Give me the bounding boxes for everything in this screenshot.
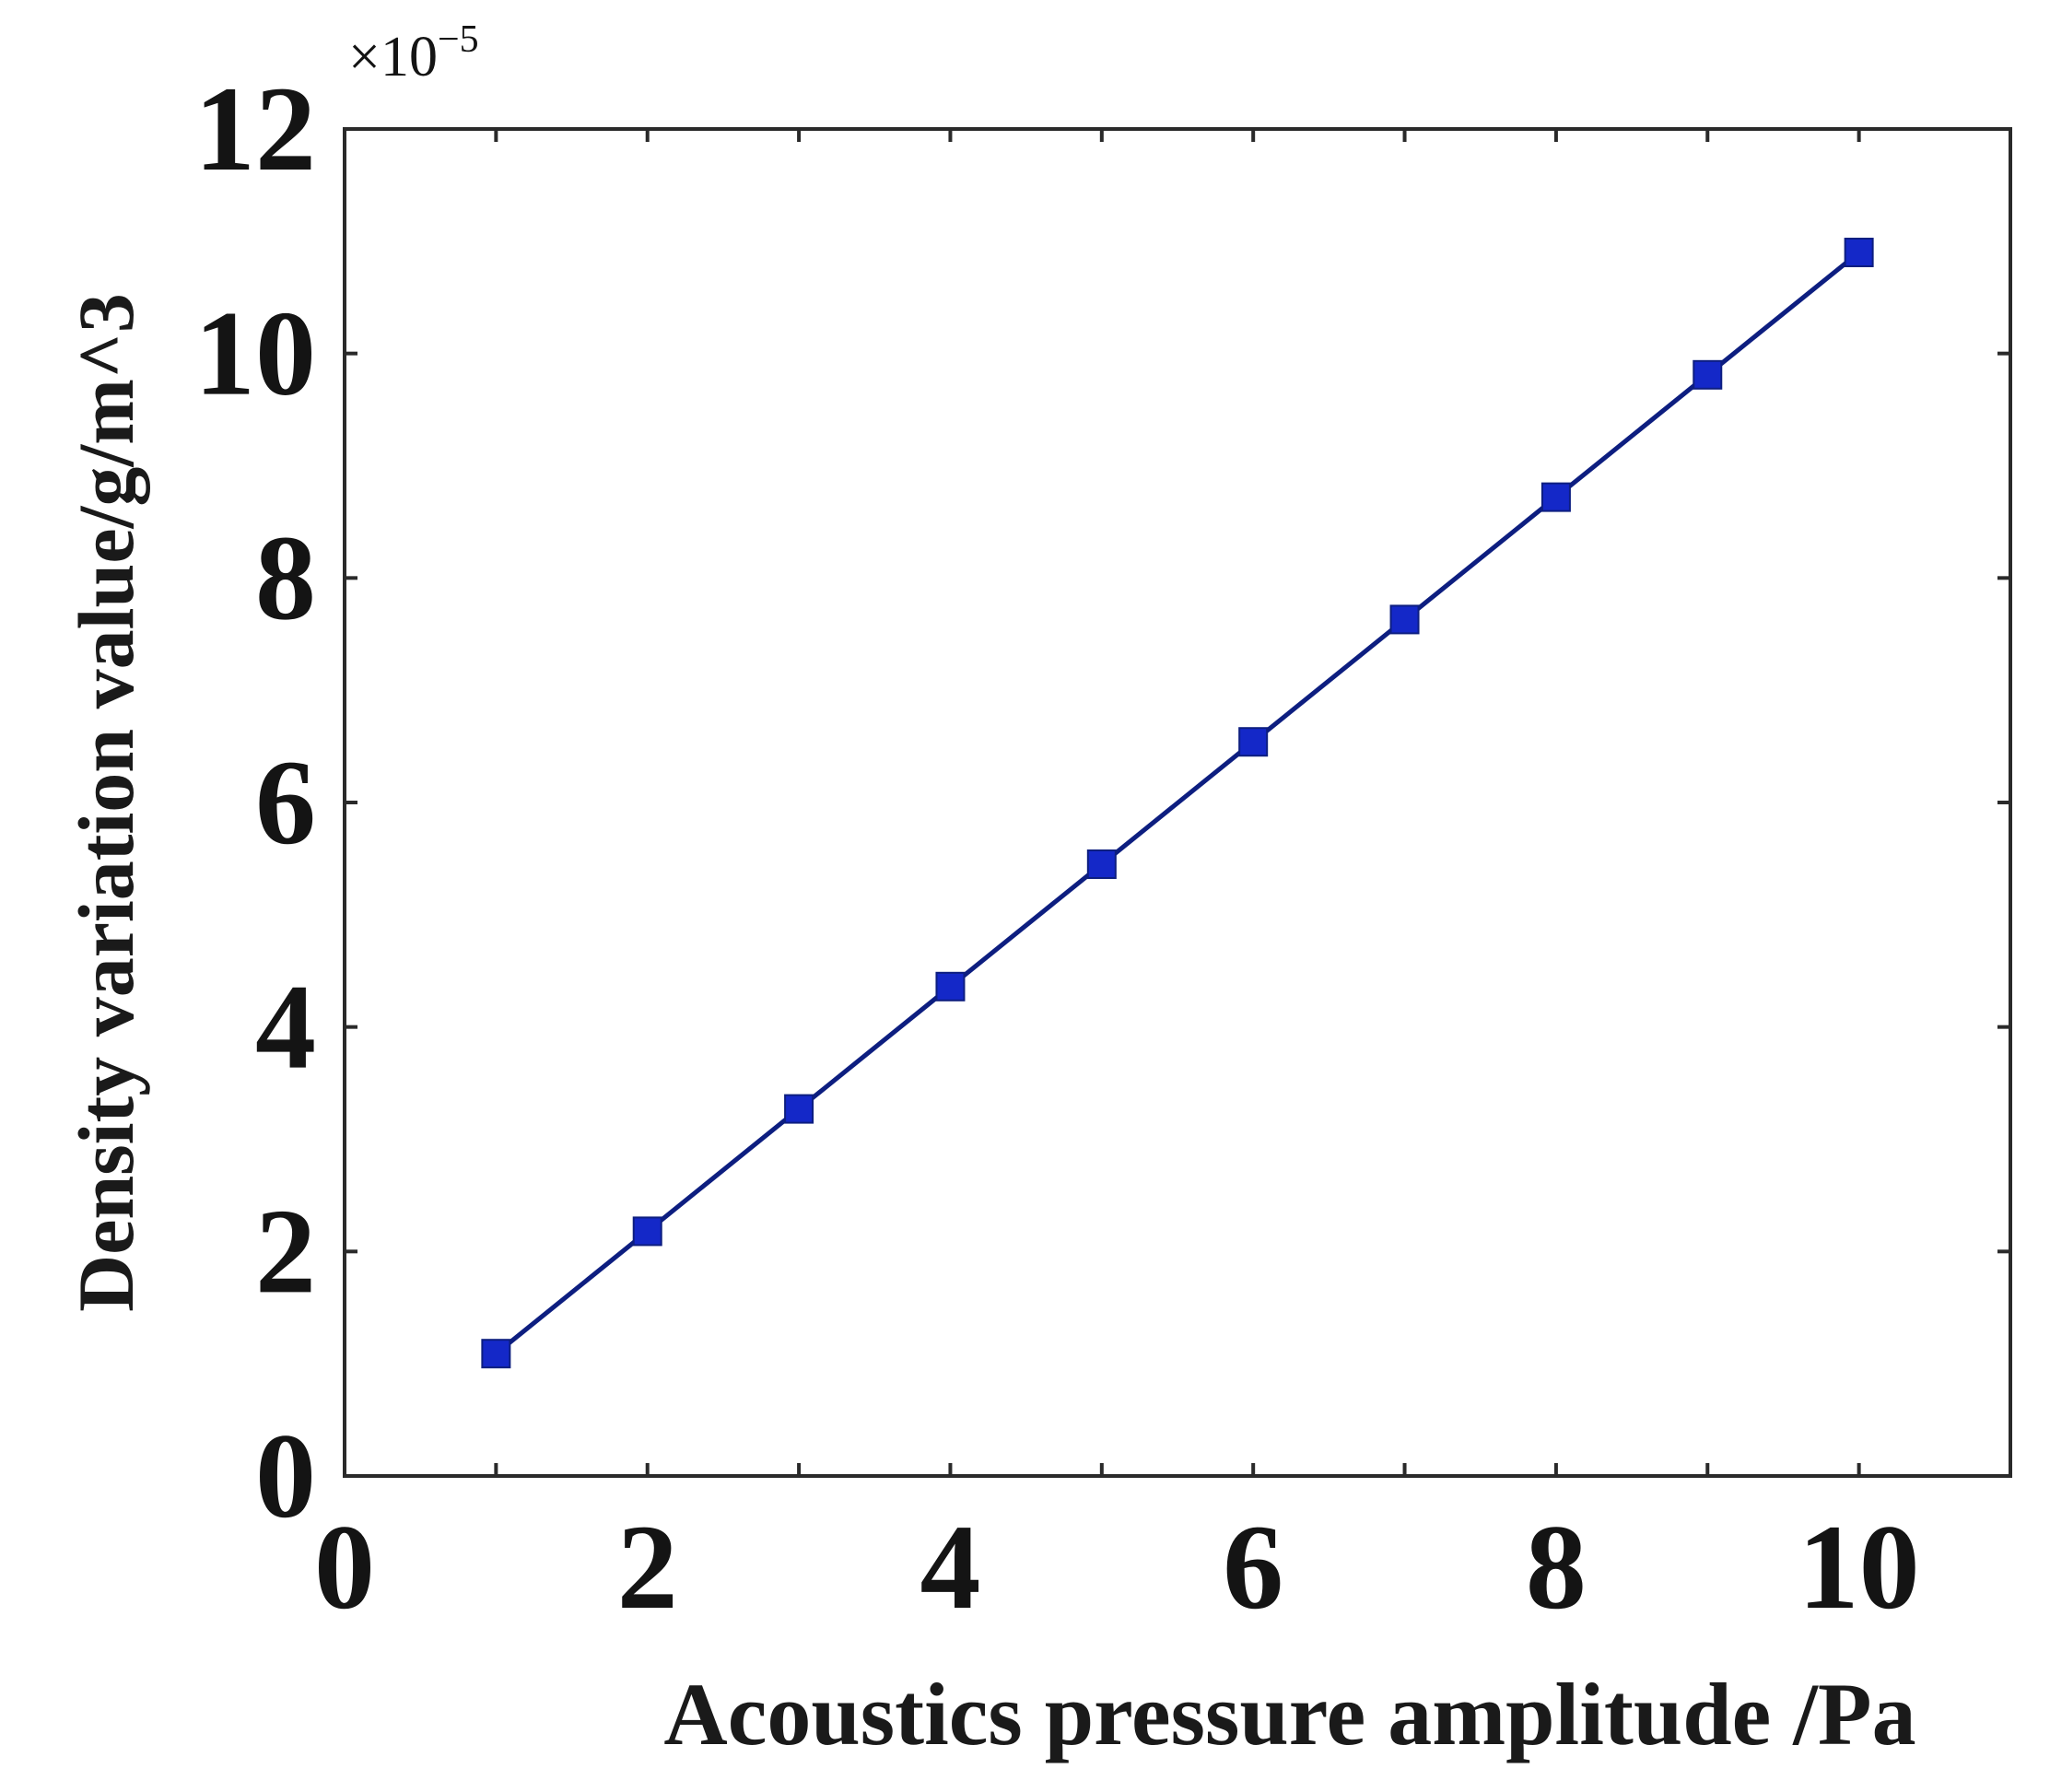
series-markers (481, 238, 1874, 1369)
data-point-marker (1540, 482, 1571, 512)
axis-ticks (345, 129, 2010, 1476)
y-tick-label: 8 (255, 509, 316, 645)
y-tick-label: 6 (255, 734, 316, 870)
x-tick-label: 8 (1526, 1499, 1587, 1634)
x-tick-label: 0 (314, 1499, 375, 1634)
y-multiplier-exponent: −5 (438, 18, 479, 61)
x-tick-label: 4 (920, 1499, 980, 1634)
y-tick-label: 0 (255, 1408, 316, 1543)
y-multiplier: ×10−5 (348, 18, 479, 88)
data-point-marker (1086, 849, 1117, 880)
x-tick-label: 10 (1798, 1499, 1920, 1634)
x-tick-label: 6 (1223, 1499, 1283, 1634)
y-tick-label: 4 (255, 959, 316, 1095)
x-tick-label: 2 (617, 1499, 678, 1634)
series-line (494, 251, 1861, 1356)
data-point-marker (1844, 238, 1874, 268)
data-point-marker (1389, 604, 1420, 635)
y-multiplier-base: ×10 (348, 26, 438, 88)
y-tick-labels: 0 2 4 6 8 10 12 (194, 61, 316, 1543)
data-point-marker (481, 1339, 511, 1369)
y-axis-title: Density variation value/g/m^3 (62, 293, 150, 1312)
y-tick-label: 10 (194, 286, 316, 421)
y-tick-label: 12 (194, 61, 316, 196)
data-point-marker (1238, 727, 1269, 757)
x-tick-labels: 0 2 4 6 8 10 (314, 1499, 1920, 1634)
data-point-marker (935, 971, 966, 1001)
data-point-marker (1693, 359, 1723, 390)
data-point-marker (632, 1216, 662, 1247)
data-point-marker (784, 1094, 814, 1124)
x-axis-title: Acoustics pressure amplitude /Pa (663, 1665, 1915, 1763)
y-tick-label: 2 (255, 1183, 316, 1318)
